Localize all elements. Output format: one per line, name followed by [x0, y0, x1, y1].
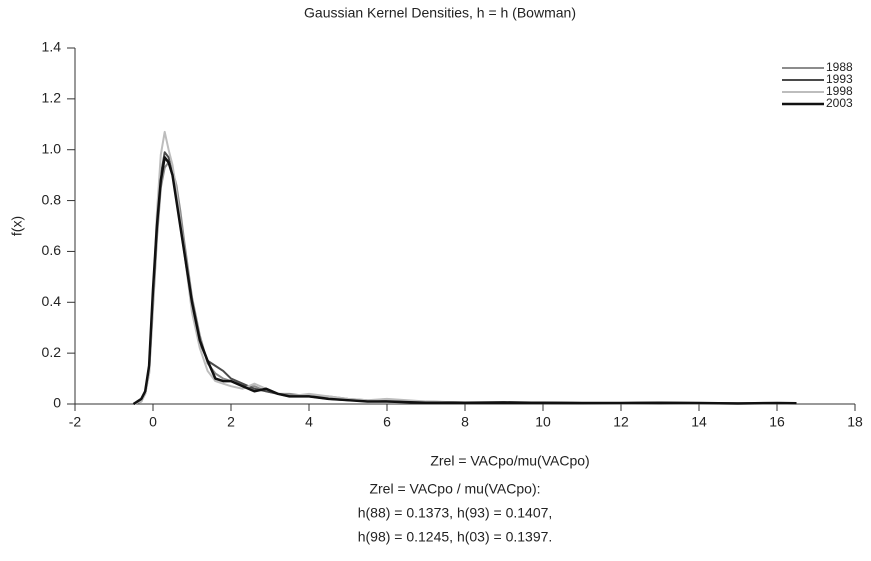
x-tick-label: 8	[461, 414, 469, 430]
series-line	[133, 151, 797, 405]
x-tick-label: 12	[613, 414, 629, 430]
x-tick-label: 10	[535, 414, 551, 430]
chart-title: Gaussian Kernel Densities, h = h (Bowman…	[304, 5, 576, 21]
legend-label: 1998	[826, 84, 853, 98]
x-tick-label: -2	[69, 414, 82, 430]
x-tick-label: 2	[227, 414, 235, 430]
y-tick-label: 1.0	[42, 140, 62, 156]
y-tick-label: 0.6	[42, 242, 62, 258]
series-line	[133, 161, 797, 405]
y-tick-label: 0.2	[42, 344, 62, 360]
y-tick-label: 1.2	[42, 90, 62, 106]
x-tick-label: 14	[691, 414, 707, 430]
x-axis-label: Zrel = VACpo/mu(VACpo)	[430, 453, 589, 469]
x-tick-label: 16	[769, 414, 785, 430]
y-tick-label: 0.8	[42, 191, 62, 207]
x-tick-label: 0	[149, 414, 157, 430]
legend-label: 2003	[826, 96, 853, 110]
legend-label: 1988	[826, 60, 853, 74]
series-line	[133, 130, 797, 405]
caption-line: Zrel = VACpo / mu(VACpo):	[369, 481, 540, 497]
y-tick-label: 0	[53, 395, 61, 411]
x-tick-label: 18	[847, 414, 863, 430]
series-line	[132, 156, 797, 406]
caption-line: h(88) = 0.1373, h(93) = 0.1407,	[358, 505, 553, 521]
x-tick-label: 4	[305, 414, 313, 430]
y-tick-label: 1.4	[42, 39, 62, 55]
y-axis-label: f(x)	[9, 216, 25, 236]
y-tick-label: 0.4	[42, 293, 62, 309]
x-tick-label: 6	[383, 414, 391, 430]
caption-line: h(98) = 0.1245, h(03) = 0.1397.	[358, 529, 553, 545]
legend-label: 1993	[826, 72, 853, 86]
